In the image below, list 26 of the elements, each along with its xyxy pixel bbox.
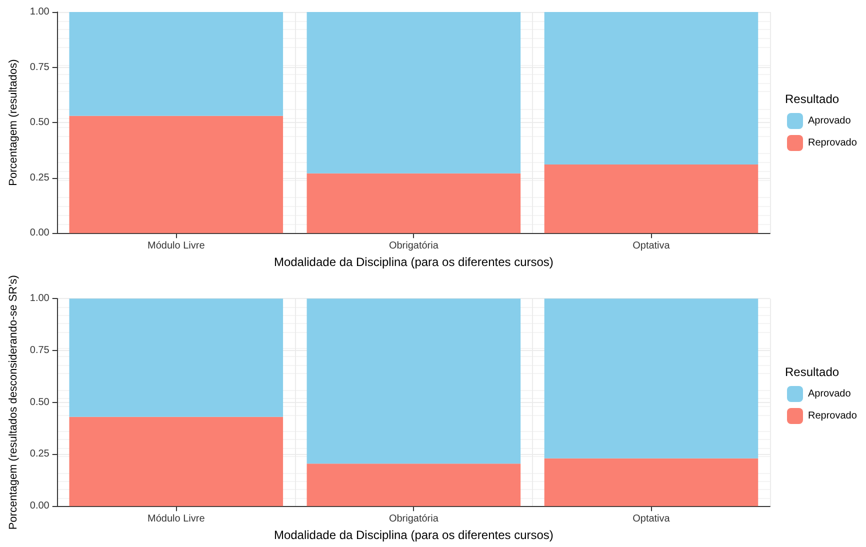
y-axis-title: Porcentagem (resultados desconsiderando-se SR's): [8, 275, 20, 530]
x-tick-label: Módulo Livre: [148, 240, 206, 252]
y-axis-title: Porcentagem (resultados): [8, 59, 20, 186]
legend-label: Aprovado: [808, 388, 852, 400]
legend-label: Aprovado: [808, 116, 852, 126]
legend-label: Reprovado: [808, 410, 858, 422]
y-tick-label: 0.50: [30, 396, 50, 408]
legend-title: Resultado: [785, 365, 840, 379]
x-tick-label: Obrigatória: [388, 240, 439, 252]
legend-title: Resultado: [785, 92, 840, 106]
y-tick-label: 0.25: [30, 448, 50, 460]
y-tick-label: 0.25: [30, 172, 50, 184]
x-axis-title: Modalidade da Disciplina (para os diferentes cursos): [274, 528, 554, 542]
x-axis-title: Modalidade da Disciplina (para os diferentes cursos): [274, 255, 554, 269]
y-tick-label: 1.00: [30, 6, 50, 18]
y-tick-label: 0.50: [30, 117, 50, 128]
y-tick-label: 0.75: [30, 344, 50, 356]
y-tick-label: 1.00: [30, 293, 50, 304]
x-tick-label: Módulo Livre: [148, 514, 206, 525]
x-tick-label: Optativa: [632, 514, 670, 525]
y-tick-label: 0.75: [30, 62, 50, 73]
x-tick-label: Obrigatória: [388, 514, 439, 525]
legend-label: Reprovado: [808, 138, 858, 148]
x-tick-label: Optativa: [632, 240, 670, 252]
y-tick-label: 0.00: [30, 228, 50, 239]
y-tick-label: 0.00: [30, 500, 50, 512]
